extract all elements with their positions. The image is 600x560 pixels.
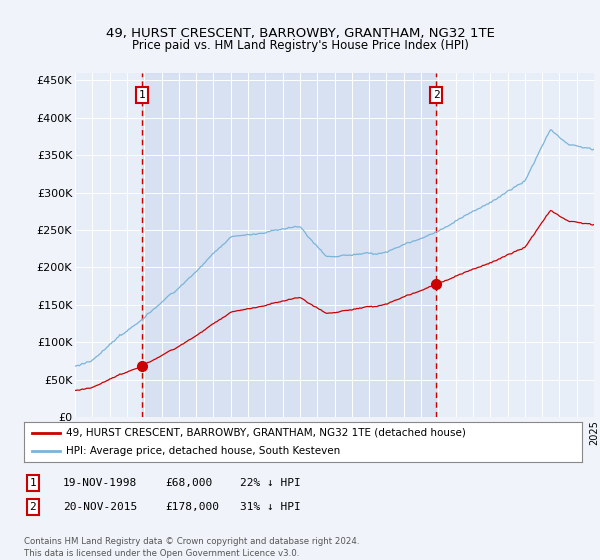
Text: 22% ↓ HPI: 22% ↓ HPI xyxy=(240,478,301,488)
Bar xyxy=(142,73,436,417)
Text: £68,000: £68,000 xyxy=(165,478,212,488)
Text: 31% ↓ HPI: 31% ↓ HPI xyxy=(240,502,301,512)
Text: Price paid vs. HM Land Registry's House Price Index (HPI): Price paid vs. HM Land Registry's House … xyxy=(131,39,469,52)
Text: 49, HURST CRESCENT, BARROWBY, GRANTHAM, NG32 1TE: 49, HURST CRESCENT, BARROWBY, GRANTHAM, … xyxy=(106,27,494,40)
Text: 2: 2 xyxy=(29,502,37,512)
Text: HPI: Average price, detached house, South Kesteven: HPI: Average price, detached house, Sout… xyxy=(66,446,340,456)
Text: £178,000: £178,000 xyxy=(165,502,219,512)
Text: 20-NOV-2015: 20-NOV-2015 xyxy=(63,502,137,512)
Text: 1: 1 xyxy=(29,478,37,488)
Text: 19-NOV-1998: 19-NOV-1998 xyxy=(63,478,137,488)
Text: 49, HURST CRESCENT, BARROWBY, GRANTHAM, NG32 1TE (detached house): 49, HURST CRESCENT, BARROWBY, GRANTHAM, … xyxy=(66,428,466,438)
Text: 2: 2 xyxy=(433,90,440,100)
Text: Contains HM Land Registry data © Crown copyright and database right 2024.
This d: Contains HM Land Registry data © Crown c… xyxy=(24,537,359,558)
Text: 1: 1 xyxy=(139,90,145,100)
